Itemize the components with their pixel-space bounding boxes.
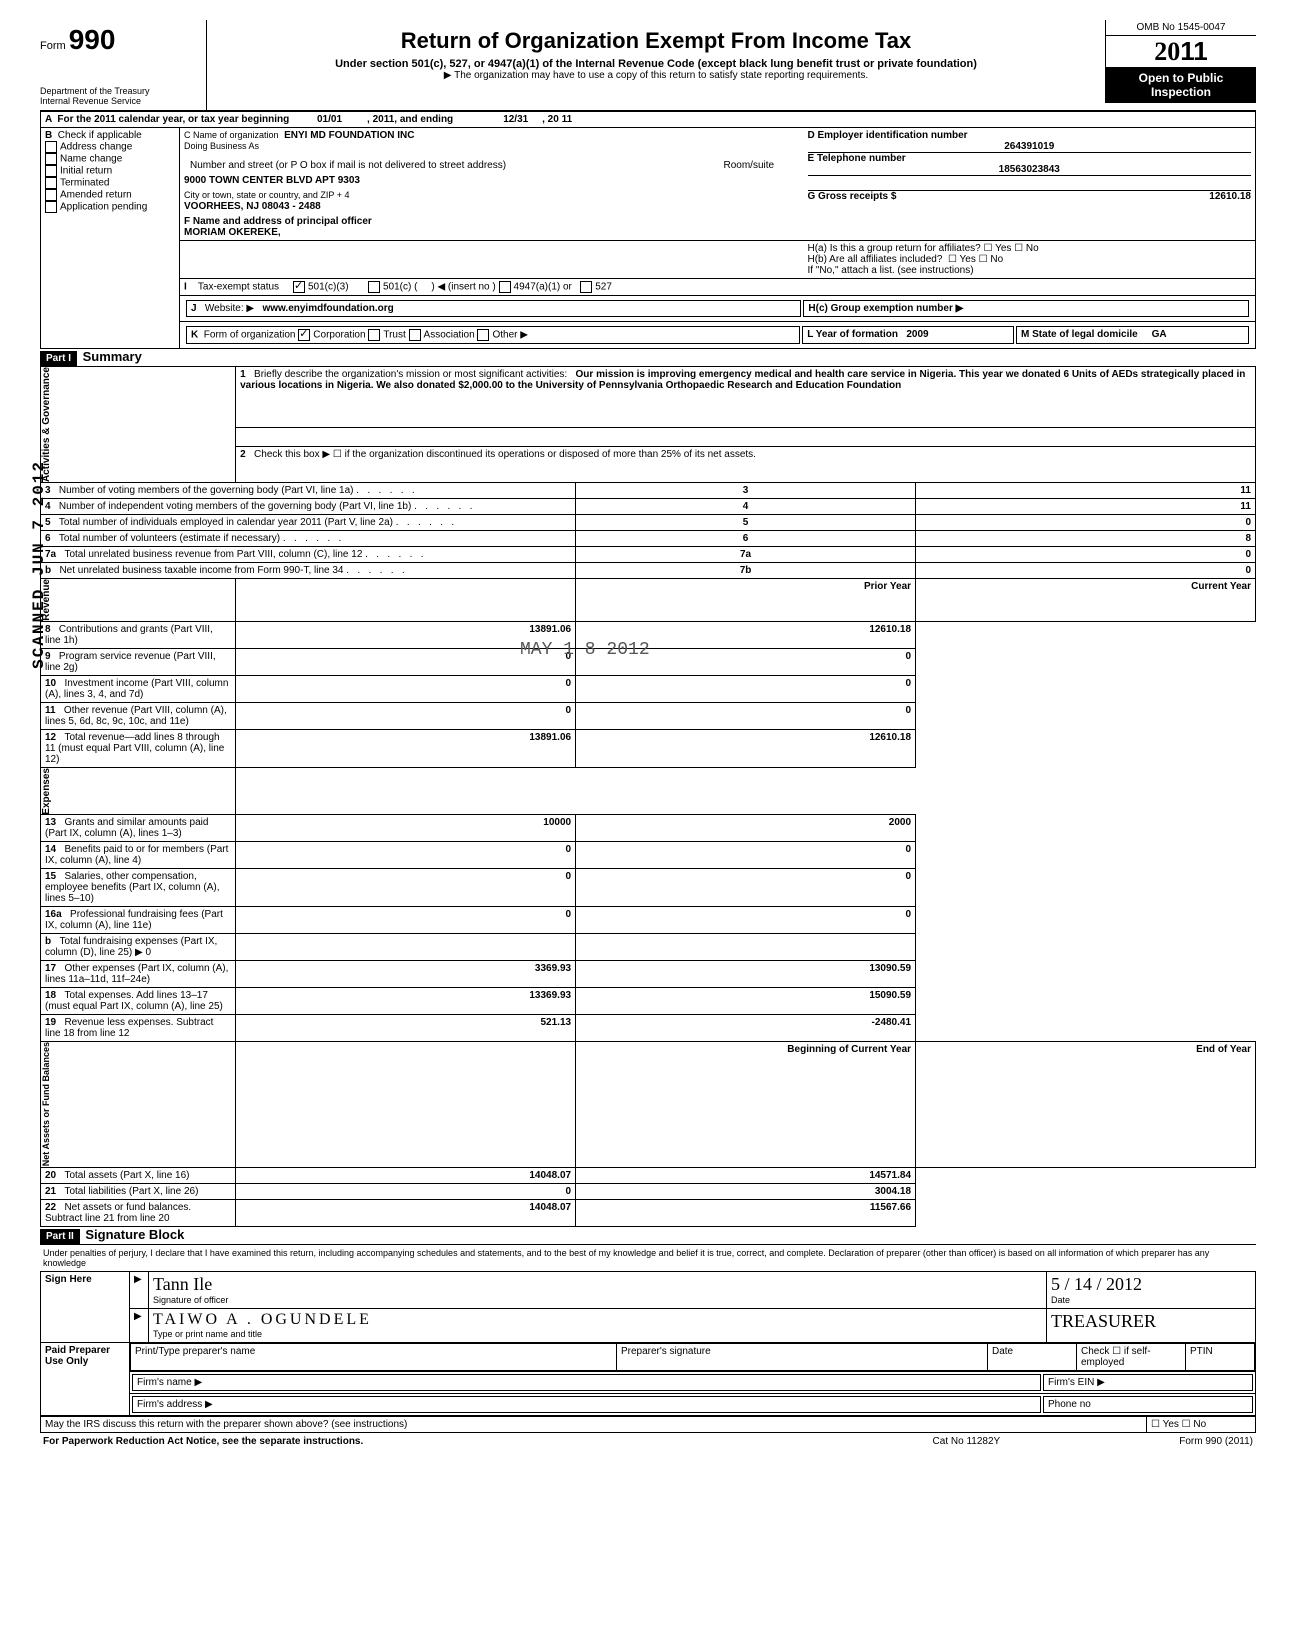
- gov-row: 4 Number of independent voting members o…: [41, 499, 1256, 515]
- col-end: End of Year: [916, 1042, 1256, 1167]
- data-row: 14 Benefits paid to or for members (Part…: [41, 842, 1256, 869]
- side-revenue: Revenue: [41, 579, 52, 621]
- data-row: 13 Grants and similar amounts paid (Part…: [41, 815, 1256, 842]
- line-c-label: C Name of organization: [184, 130, 279, 140]
- chk-pending[interactable]: [45, 201, 57, 213]
- q1-label: Briefly describe the organization's miss…: [254, 369, 567, 380]
- officer-signature: Tann Ile: [153, 1274, 212, 1294]
- part1-label: Part I: [40, 351, 77, 366]
- q2: Check this box ▶ ☐ if the organization d…: [254, 449, 756, 460]
- form-note: ▶ The organization may have to use a cop…: [221, 70, 1091, 81]
- scanned-stamp: SCANNED JUN 7 2012: [30, 460, 48, 669]
- data-row: 19 Revenue less expenses. Subtract line …: [41, 1015, 1256, 1042]
- gov-row: b Net unrelated business taxable income …: [41, 563, 1256, 579]
- line-j: Website: ▶: [205, 303, 254, 314]
- chk-terminated[interactable]: [45, 177, 57, 189]
- dept1: Department of the Treasury: [40, 86, 200, 96]
- org-city: VOORHEES, NJ 08043 - 2488: [184, 201, 321, 212]
- website: www.enyimdfoundation.org: [262, 303, 393, 314]
- open-inspection: Open to Public Inspection: [1106, 67, 1256, 103]
- chk-address[interactable]: [45, 141, 57, 153]
- form-prefix: Form: [40, 40, 66, 52]
- footer-cat: Cat No 11282Y: [876, 1435, 1056, 1448]
- data-row: 11 Other revenue (Part VIII, column (A),…: [41, 702, 1256, 729]
- officer-name: MORIAM OKEREKE,: [184, 227, 281, 238]
- data-row: 10 Investment income (Part VIII, column …: [41, 675, 1256, 702]
- data-row: 18 Total expenses. Add lines 13–17 (must…: [41, 988, 1256, 1015]
- irs-discuss: May the IRS discuss this return with the…: [41, 1416, 1147, 1432]
- chk-corp[interactable]: [298, 329, 310, 341]
- perjury-declaration: Under penalties of perjury, I declare th…: [40, 1244, 1256, 1271]
- part1-subtitle: Summary: [83, 349, 142, 364]
- chk-assoc[interactable]: [409, 329, 421, 341]
- data-row: 22 Net assets or fund balances. Subtract…: [41, 1199, 1256, 1226]
- line-l: L Year of formation: [807, 329, 898, 340]
- data-row: 17 Other expenses (Part IX, column (A), …: [41, 961, 1256, 988]
- received-stamp: MAY 1 8 2012: [520, 640, 650, 660]
- data-row: 12 Total revenue—add lines 8 through 11 …: [41, 729, 1256, 767]
- org-address: 9000 TOWN CENTER BLVD APT 9303: [184, 175, 360, 186]
- officer-title: TREASURER: [1051, 1311, 1156, 1331]
- form-header: Form 990 Department of the Treasury Inte…: [40, 20, 1256, 111]
- side-net: Net Assets or Fund Balances: [41, 1042, 51, 1166]
- gov-row: 5 Total number of individuals employed i…: [41, 515, 1256, 531]
- gov-row: 3 Number of voting members of the govern…: [41, 483, 1256, 499]
- chk-4947[interactable]: [499, 281, 511, 293]
- chk-527[interactable]: [580, 281, 592, 293]
- officer-printed: TAIWO A . OGUNDELE: [153, 1311, 372, 1328]
- gov-row: 7a Total unrelated business revenue from…: [41, 547, 1256, 563]
- chk-amended[interactable]: [45, 189, 57, 201]
- side-governance: Activities & Governance: [41, 367, 52, 482]
- chk-name[interactable]: [45, 153, 57, 165]
- omb: OMB No 1545-0047: [1106, 20, 1256, 36]
- phone: 18563023843: [808, 164, 1252, 175]
- sign-date: 5 / 14 / 2012: [1051, 1274, 1142, 1294]
- side-expenses: Expenses: [41, 768, 52, 815]
- data-row: b Total fundraising expenses (Part IX, c…: [41, 934, 1256, 961]
- col-prior: Prior Year: [576, 579, 916, 622]
- data-row: 16a Professional fundraising fees (Part …: [41, 907, 1256, 934]
- footer-left: For Paperwork Reduction Act Notice, see …: [42, 1435, 874, 1448]
- data-row: 15 Salaries, other compensation, employe…: [41, 869, 1256, 907]
- gross-receipts: 12610.18: [1209, 191, 1251, 202]
- line-d: D Employer identification number: [808, 130, 968, 141]
- form-title: Return of Organization Exempt From Incom…: [221, 28, 1091, 54]
- line-f: F Name and address of principal officer: [184, 216, 372, 227]
- chk-initial[interactable]: [45, 165, 57, 177]
- part2-label: Part II: [40, 1229, 80, 1244]
- line-a: For the 2011 calendar year, or tax year …: [57, 114, 289, 125]
- line-m: M State of legal domicile: [1021, 329, 1138, 340]
- line-hb: H(b) Are all affiliates included?: [808, 254, 943, 265]
- ein: 264391019: [808, 141, 1252, 152]
- line-b-label: Check if applicable: [58, 130, 142, 141]
- line-i: Tax-exempt status: [198, 282, 279, 293]
- col-current: Current Year: [916, 579, 1256, 622]
- line-hc: H(c) Group exemption number ▶: [808, 303, 963, 314]
- line-g: G Gross receipts $: [808, 191, 897, 202]
- line-e: E Telephone number: [808, 153, 906, 164]
- chk-other[interactable]: [477, 329, 489, 341]
- data-row: 21 Total liabilities (Part X, line 26)03…: [41, 1183, 1256, 1199]
- header-block: A For the 2011 calendar year, or tax yea…: [40, 111, 1256, 349]
- sign-here: Sign Here: [41, 1271, 130, 1342]
- col-begin: Beginning of Current Year: [576, 1042, 916, 1167]
- gov-row: 6 Total number of volunteers (estimate i…: [41, 531, 1256, 547]
- chk-501c3[interactable]: [293, 281, 305, 293]
- data-row: 20 Total assets (Part X, line 16)14048.0…: [41, 1167, 1256, 1183]
- org-name: ENYI MD FOUNDATION INC: [284, 130, 414, 141]
- form-subtitle: Under section 501(c), 527, or 4947(a)(1)…: [221, 58, 1091, 70]
- paid-preparer: Paid Preparer Use Only: [41, 1342, 130, 1415]
- line-k: Form of organization: [204, 330, 296, 341]
- chk-trust[interactable]: [368, 329, 380, 341]
- footer-right: Form 990 (2011): [1058, 1435, 1254, 1448]
- form-number: 990: [69, 24, 116, 55]
- chk-501c[interactable]: [368, 281, 380, 293]
- dept2: Internal Revenue Service: [40, 96, 200, 106]
- line-ha: H(a) Is this a group return for affiliat…: [808, 243, 981, 254]
- part2-subtitle: Signature Block: [85, 1227, 184, 1242]
